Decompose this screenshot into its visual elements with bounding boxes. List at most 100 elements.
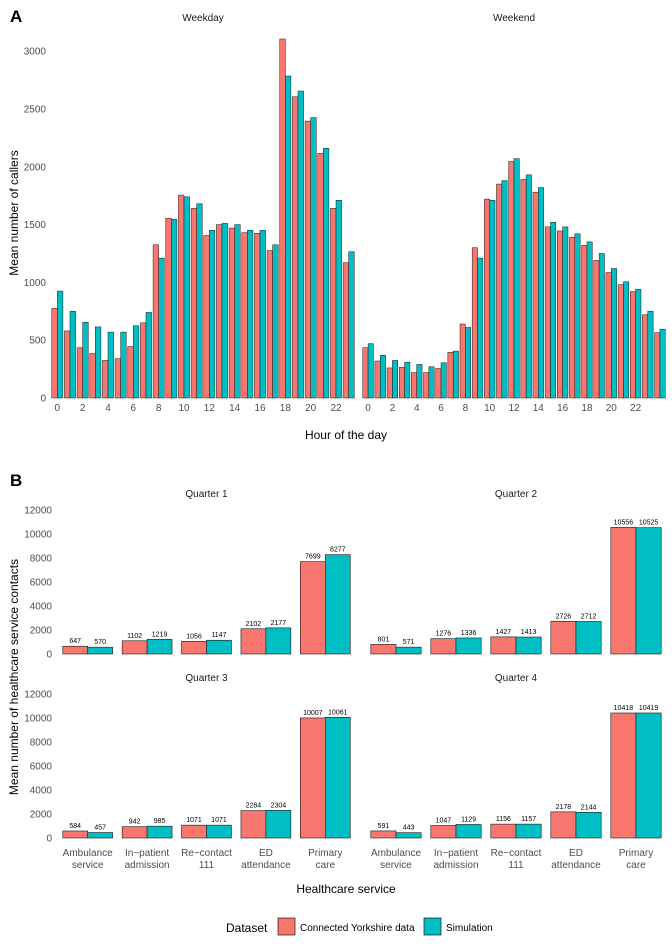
y-tick-label: 8000: [30, 738, 53, 749]
data-label: 2726: [556, 613, 572, 620]
x-tick-label: 20: [305, 403, 317, 414]
bar-simulation: [82, 322, 89, 399]
bar-yorkshire: [254, 232, 261, 399]
bar-yorkshire: [398, 367, 405, 399]
x-tick-label: 6: [438, 403, 444, 414]
x-tick-label: 111: [508, 860, 524, 871]
bar-yorkshire: [654, 332, 661, 399]
bar-simulation: [196, 203, 203, 399]
data-label: 1071: [186, 817, 202, 824]
data-label: 1071: [211, 817, 227, 824]
bar-simulation: [452, 350, 459, 399]
data-label: 1147: [211, 632, 226, 639]
x-tick-label: 22: [330, 403, 342, 414]
data-label: 10418: [614, 705, 634, 712]
x-tick-label: Ambulance: [63, 848, 113, 859]
bar-yorkshire: [203, 235, 210, 399]
facet-title: Quarter 3: [185, 673, 228, 684]
bar-simulation: [395, 646, 422, 655]
data-label: 942: [129, 819, 141, 826]
data-label: 1219: [152, 631, 168, 638]
bar-simulation: [206, 824, 232, 839]
y-tick-label: 1500: [24, 220, 47, 231]
bar-yorkshire: [642, 314, 649, 399]
bar-simulation: [489, 200, 496, 399]
bar-yorkshire: [292, 96, 299, 399]
data-label: 2178: [556, 804, 572, 811]
bar-yorkshire: [569, 237, 576, 399]
bar-simulation: [659, 328, 666, 399]
bar-yorkshire: [64, 330, 71, 399]
bar-yorkshire: [300, 561, 326, 655]
bar-simulation: [348, 251, 355, 399]
bar-simulation: [515, 636, 542, 655]
bar-yorkshire: [127, 346, 134, 399]
legend-label: Simulation: [446, 923, 493, 934]
bar-yorkshire: [62, 830, 88, 839]
bar-yorkshire: [240, 810, 267, 839]
bar-simulation: [562, 226, 569, 399]
bar-yorkshire: [605, 272, 612, 399]
bar-yorkshire: [76, 347, 83, 399]
bar-yorkshire: [317, 153, 324, 399]
y-tick-label: 0: [46, 650, 52, 661]
x-tick-label: Re−contact: [491, 848, 542, 859]
bar-simulation: [455, 637, 482, 655]
y-tick-label: 0: [46, 834, 52, 845]
bar-yorkshire: [216, 224, 223, 399]
bar-yorkshire: [190, 208, 197, 399]
y-axis-title: Mean number of healthcare service contac…: [7, 559, 21, 795]
bar-yorkshire: [330, 208, 337, 399]
data-label: 570: [94, 639, 106, 646]
data-label: 1336: [461, 630, 477, 637]
bar-yorkshire: [550, 811, 577, 839]
x-tick-label: 12: [204, 403, 216, 414]
data-label: 1276: [436, 631, 452, 638]
bar-yorkshire: [430, 825, 457, 839]
data-label: 10419: [639, 705, 659, 712]
x-tick-label: Re−contact: [181, 848, 232, 859]
bar-yorkshire: [447, 352, 454, 399]
bar-yorkshire: [181, 824, 207, 839]
data-label: 647: [69, 638, 81, 645]
bar-simulation: [146, 825, 173, 839]
x-tick-label: attendance: [241, 860, 291, 871]
y-tick-label: 4000: [30, 602, 53, 613]
data-label: 1156: [496, 816, 511, 823]
y-tick-label: 3000: [24, 47, 47, 58]
x-tick-label: 4: [414, 403, 420, 414]
data-label: 1129: [461, 816, 476, 823]
bar-simulation: [465, 327, 471, 399]
x-tick-label: Primary: [308, 848, 342, 859]
bar-yorkshire: [228, 227, 235, 399]
data-label: 985: [154, 818, 166, 825]
bar-simulation: [265, 627, 292, 655]
bar-simulation: [57, 290, 64, 399]
bar-simulation: [158, 257, 165, 399]
x-tick-label: service: [72, 860, 104, 871]
data-label: 2177: [271, 620, 287, 627]
bar-yorkshire: [152, 244, 159, 399]
x-tick-label: 2: [80, 403, 86, 414]
bar-yorkshire: [520, 179, 527, 399]
data-label: 2284: [246, 803, 262, 810]
bar-yorkshire: [342, 262, 349, 399]
bar-simulation: [428, 366, 435, 399]
x-tick-label: In−patient: [125, 848, 169, 859]
data-label: 1047: [436, 817, 452, 824]
facet-title: Quarter 1: [185, 489, 228, 500]
bar-yorkshire: [459, 323, 466, 399]
bar-yorkshire: [114, 358, 121, 399]
y-tick-label: 10000: [24, 714, 52, 725]
legend-label: Connected Yorkshire data: [300, 923, 415, 934]
x-tick-label: care: [316, 860, 336, 871]
bar-simulation: [538, 187, 544, 399]
y-tick-label: 2000: [24, 162, 47, 173]
y-tick-label: 500: [29, 336, 46, 347]
bar-yorkshire: [610, 527, 637, 655]
x-tick-label: 20: [606, 403, 618, 414]
bar-simulation: [107, 331, 114, 399]
bar-yorkshire: [178, 194, 185, 399]
bar-yorkshire: [304, 120, 311, 399]
bar-yorkshire: [484, 198, 490, 399]
